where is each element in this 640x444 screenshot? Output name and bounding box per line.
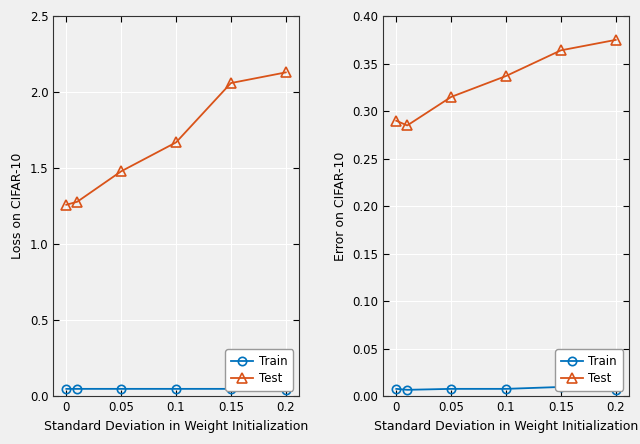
Test	[282, 70, 290, 75]
Y-axis label: Loss on CIFAR-10: Loss on CIFAR-10	[11, 153, 24, 259]
Train	[447, 386, 455, 392]
Train	[282, 388, 290, 393]
Test	[63, 202, 70, 207]
Test	[403, 123, 411, 128]
Test	[172, 140, 180, 145]
Test	[612, 37, 620, 43]
Train	[612, 387, 620, 392]
Test	[74, 199, 81, 204]
Legend: Train, Test: Train, Test	[556, 349, 623, 391]
Train	[74, 386, 81, 392]
Test	[447, 94, 455, 99]
Line: Train: Train	[62, 385, 290, 395]
Y-axis label: Error on CIFAR-10: Error on CIFAR-10	[333, 151, 347, 261]
Test	[117, 169, 125, 174]
Legend: Train, Test: Train, Test	[225, 349, 293, 391]
Train	[227, 386, 235, 392]
Train	[392, 386, 400, 392]
Line: Test: Test	[392, 35, 621, 131]
Train	[557, 385, 564, 390]
Train	[502, 386, 510, 392]
Line: Train: Train	[392, 383, 620, 394]
Train	[117, 386, 125, 392]
Test	[227, 80, 235, 86]
Test	[502, 73, 510, 79]
Train	[172, 386, 180, 392]
Train	[403, 387, 411, 392]
Test	[557, 48, 564, 53]
Test	[392, 118, 400, 123]
X-axis label: Standard Deviation in Weight Initialization: Standard Deviation in Weight Initializat…	[374, 420, 638, 433]
Train	[63, 386, 70, 392]
X-axis label: Standard Deviation in Weight Initialization: Standard Deviation in Weight Initializat…	[44, 420, 308, 433]
Line: Test: Test	[61, 67, 291, 210]
